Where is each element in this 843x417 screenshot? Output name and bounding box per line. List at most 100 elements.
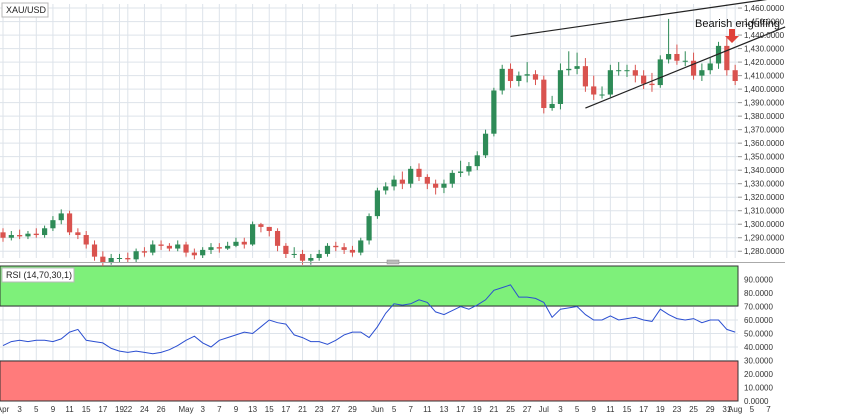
candle: [674, 44, 680, 65]
candle-body: [316, 253, 322, 258]
candle: [516, 71, 522, 87]
time-tick-label: 31: [722, 405, 731, 414]
candle: [541, 75, 547, 114]
candle-body: [233, 241, 239, 246]
time-tick-label: 9: [234, 405, 239, 414]
rsi-tick-label: 60.0000: [744, 316, 773, 325]
candle-body: [116, 258, 123, 259]
candle-body: [125, 258, 131, 260]
time-tick-label: 29: [348, 405, 357, 414]
candle-body: [574, 66, 580, 69]
candle: [50, 216, 56, 231]
candle-body: [458, 171, 464, 173]
candle: [349, 245, 356, 257]
candle: [366, 213, 372, 245]
candle: [582, 58, 588, 92]
candle-body: [333, 245, 339, 248]
trendlines: [510, 0, 786, 109]
candle-body: [632, 70, 638, 76]
price-tick-label: 1,400.0000: [744, 85, 785, 94]
rsi-tick-label: 20.0000: [744, 370, 773, 379]
candle: [574, 52, 580, 75]
candle-body: [349, 249, 356, 253]
candle: [17, 229, 23, 240]
price-tick-label: 1,390.0000: [744, 99, 785, 108]
price-chart-title-text: XAU/USD: [6, 5, 47, 15]
candle: [699, 63, 705, 82]
candle: [383, 182, 389, 195]
candle: [416, 163, 422, 181]
candle: [507, 63, 514, 88]
candle-body: [682, 60, 688, 62]
price-grid: [0, 4, 738, 258]
candle-body: [532, 74, 539, 80]
candle-body: [8, 235, 14, 238]
candle: [100, 251, 106, 267]
candle-body: [657, 59, 663, 86]
candle: [274, 228, 281, 252]
candle: [58, 209, 64, 225]
pane-resize-handle[interactable]: [386, 259, 400, 265]
candle: [657, 55, 663, 88]
candle: [732, 64, 738, 86]
time-tick-label: 7: [408, 405, 413, 414]
candle: [150, 240, 156, 256]
candle-body: [482, 133, 489, 156]
candle-body: [649, 83, 655, 86]
rsi-tick-label: 40.0000: [744, 343, 773, 352]
price-tick-label: 1,320.0000: [744, 193, 785, 202]
rsi-title-box: [1, 267, 75, 283]
candle-body: [715, 45, 722, 64]
candle-body: [0, 232, 6, 238]
rsi-tick-label: 80.0000: [744, 289, 773, 298]
candle-body: [416, 168, 422, 177]
candle: [616, 62, 622, 76]
candle-body: [266, 226, 272, 231]
candle-body: [66, 213, 73, 233]
candle-body: [582, 66, 588, 87]
candle: [532, 70, 539, 86]
candle: [458, 160, 464, 177]
rsi-oversold-zone: [0, 360, 739, 402]
price-chart-title: XAU/USD: [1, 2, 49, 18]
candle: [33, 228, 39, 238]
candle: [715, 41, 722, 69]
rsi-chart-title-text: RSI (14,70,30,1): [6, 270, 72, 280]
time-tick-label: 25: [689, 405, 698, 414]
candle: [333, 241, 339, 252]
candle: [399, 171, 405, 190]
candle: [557, 63, 564, 110]
time-tick-label: 3: [558, 405, 563, 414]
candle: [524, 62, 530, 83]
candle: [241, 237, 247, 249]
candle-body: [75, 232, 81, 236]
candle-body: [624, 70, 630, 72]
bearish-engulfing-annotation: Bearish engulfing: [695, 18, 780, 43]
candle-body: [175, 244, 181, 249]
candle-body: [100, 256, 106, 263]
candle: [175, 240, 181, 252]
price-tick-label: 1,330.0000: [744, 180, 785, 189]
candle-body: [150, 244, 156, 253]
candle: [291, 247, 297, 258]
price-tick-label: 1,340.0000: [744, 166, 785, 175]
candle-body: [141, 251, 148, 253]
candle: [25, 230, 31, 240]
time-tick-label: 19: [656, 405, 665, 414]
candle: [116, 253, 123, 263]
candle-body: [158, 244, 164, 246]
time-tick-label: 27: [331, 405, 340, 414]
candle: [491, 87, 497, 137]
candle: [424, 174, 430, 190]
time-tick-label: 11: [423, 405, 432, 414]
candle-body: [549, 103, 555, 109]
candle-body: [33, 233, 39, 236]
candle: [233, 237, 239, 248]
candle: [690, 52, 697, 80]
candle: [75, 228, 81, 240]
price-tick-label: 1,420.0000: [744, 58, 785, 67]
candle-body: [491, 90, 497, 134]
time-tick-label: 11: [606, 405, 615, 414]
candle: [166, 243, 172, 252]
candle-body: [166, 245, 172, 249]
